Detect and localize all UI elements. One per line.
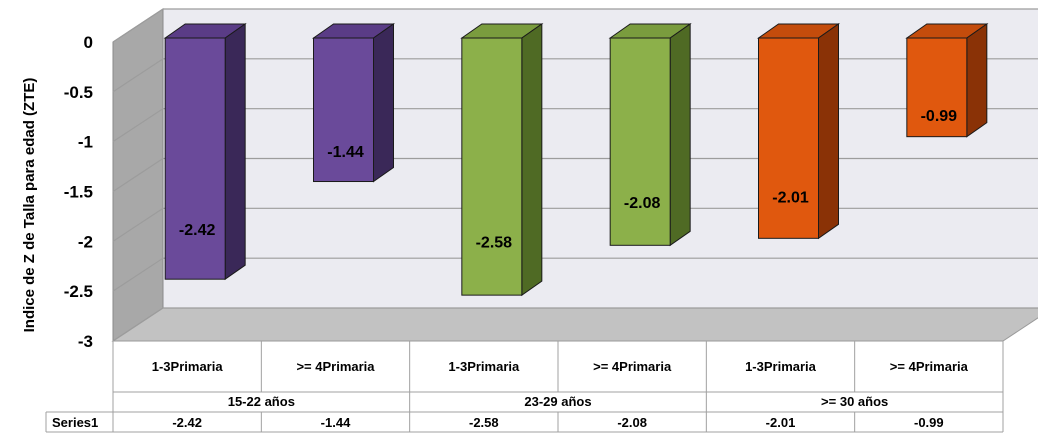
gridline bbox=[112, 8, 1038, 43]
gridline bbox=[112, 257, 1038, 292]
data-table: 1-3Primaria >= 4Primaria 1-3Primaria >= 4Pr… bbox=[45, 341, 1004, 433]
bar-side bbox=[521, 23, 543, 297]
series-name: Series1 bbox=[52, 415, 98, 430]
y-tick-label: -2 bbox=[78, 232, 93, 251]
floor bbox=[111, 307, 1038, 342]
data-label: -2.08 bbox=[624, 195, 661, 212]
data-label: -2.01 bbox=[772, 189, 809, 206]
data-label: -2.42 bbox=[179, 222, 216, 239]
bar bbox=[608, 23, 692, 247]
y-tick-label: -3 bbox=[78, 332, 93, 351]
group-label: 15-22 años bbox=[228, 394, 295, 409]
gridline bbox=[112, 157, 1038, 193]
y-tick-label: -0.5 bbox=[64, 83, 93, 102]
bars bbox=[163, 23, 989, 297]
bar-front bbox=[906, 37, 968, 138]
bar-front bbox=[609, 37, 671, 246]
category-label: 1-3Primaria bbox=[448, 359, 520, 374]
table-value: -2.01 bbox=[766, 415, 796, 430]
bar-front bbox=[758, 37, 819, 239]
category-label: 1-3Primaria bbox=[745, 359, 817, 374]
table-value: -2.58 bbox=[469, 415, 499, 430]
bar-side bbox=[818, 23, 839, 240]
gridline bbox=[112, 108, 1038, 143]
group-label: 23-29 años bbox=[524, 394, 591, 409]
bar bbox=[756, 23, 841, 240]
bar bbox=[163, 23, 247, 281]
gridlines bbox=[112, 8, 1038, 342]
group-label: >= 30 años bbox=[821, 394, 888, 409]
bar-side bbox=[669, 23, 691, 247]
y-axis-ticks: 0 -0.5 -1 -1.5 -2 -2.5 -3 bbox=[64, 33, 93, 351]
table-value: -1.44 bbox=[321, 415, 351, 430]
bar-front bbox=[164, 37, 226, 280]
data-labels: -2.42 -1.44 -2.58 -2.08 -2.01 -0.99 bbox=[179, 108, 957, 252]
bar-front bbox=[461, 37, 523, 296]
bar bbox=[311, 23, 396, 183]
table-value: -2.08 bbox=[617, 415, 647, 430]
bar-side bbox=[373, 23, 394, 183]
bar-side bbox=[224, 23, 246, 281]
category-label: >= 4Primaria bbox=[890, 359, 969, 374]
category-label: >= 4Primaria bbox=[296, 359, 375, 374]
gridline bbox=[112, 58, 1038, 93]
bar bbox=[905, 23, 989, 138]
data-label: -1.44 bbox=[327, 144, 364, 161]
table-value: -0.99 bbox=[914, 415, 944, 430]
bar bbox=[460, 23, 544, 297]
bar-front bbox=[313, 37, 374, 183]
category-label: 1-3Primaria bbox=[152, 359, 224, 374]
category-label: >= 4Primaria bbox=[593, 359, 672, 374]
bar-side bbox=[966, 23, 988, 138]
y-tick-label: -1.5 bbox=[64, 183, 93, 202]
table-value: -2.42 bbox=[172, 415, 202, 430]
y-tick-label: -1 bbox=[78, 133, 93, 152]
y-tick-label: 0 bbox=[84, 33, 93, 52]
y-axis-label: Indice de Z de Talla para edad (ZTE) bbox=[21, 78, 38, 333]
data-label: -2.58 bbox=[476, 235, 513, 252]
y-tick-label: -2.5 bbox=[64, 282, 93, 301]
gridline bbox=[112, 207, 1038, 242]
gridline bbox=[112, 307, 1038, 342]
data-label: -0.99 bbox=[921, 108, 958, 125]
